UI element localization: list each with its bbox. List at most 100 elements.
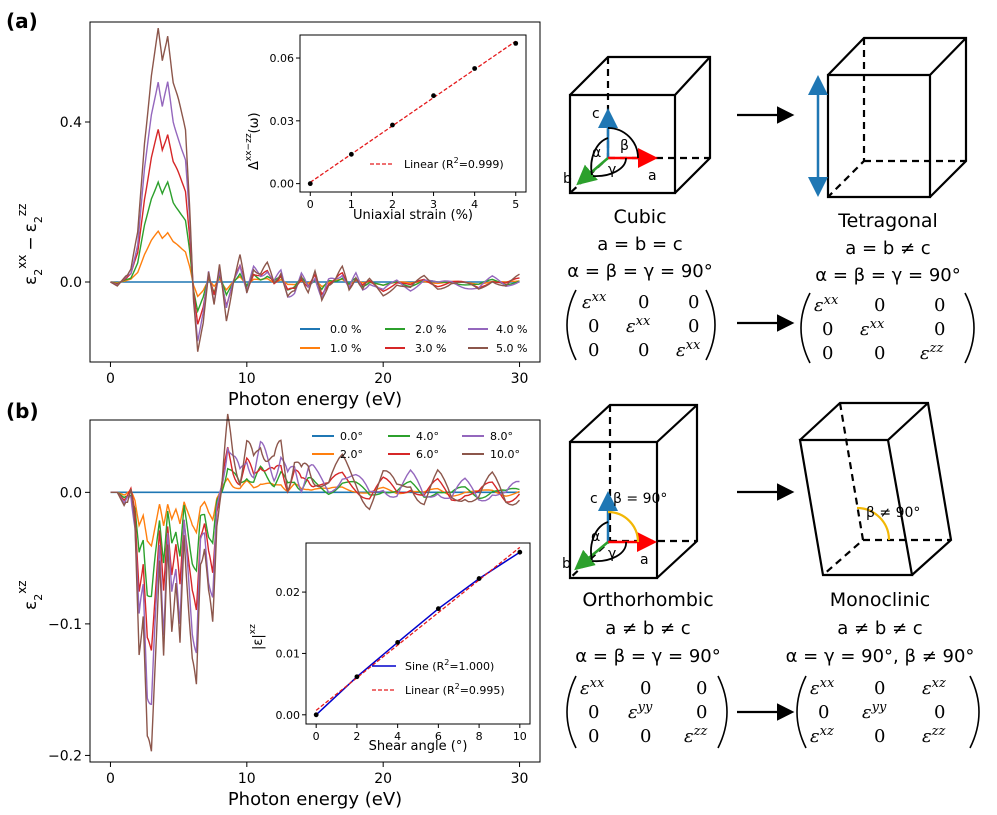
cubic-name: Cubic [613, 206, 666, 228]
inset-a-ylabel: Δxx−zz(ω) [244, 112, 262, 170]
inset-a-frame [299, 34, 527, 193]
inset-b-legend-label-linear: Linear (R2=0.995) [405, 682, 505, 697]
cubic-label-beta: β [620, 138, 629, 154]
tetragonal-m21: 0 [822, 319, 833, 340]
inset-a-ytick-label-1: 0.03 [270, 115, 295, 128]
ortho-beta-arc [607, 510, 640, 543]
inset-a-point-1 [348, 151, 354, 157]
panel-b-xtick-label-3: 30 [511, 771, 529, 787]
panel-b-xtick-label-0: 0 [106, 771, 115, 787]
legend-b-label-1: 2.0° [340, 448, 363, 461]
tetragonal-m33: εzz [920, 341, 944, 364]
mono-beta-arc [856, 506, 891, 541]
inset-b-xtick-label-2: 4 [394, 730, 401, 743]
cubic-gamma-arc [592, 157, 627, 177]
inset-a-point-4 [472, 66, 478, 71]
ortho-axis-b-arrow [574, 541, 609, 571]
mono-label-beta-not90: β ≠ 90° [866, 505, 920, 521]
panel-b-series-1 [110, 477, 520, 548]
inset-a-point-5 [513, 40, 519, 46]
panel-b-ytick-label-1: −0.1 [48, 617, 82, 633]
mono-m31: εxz [810, 724, 834, 747]
ortho-m13: 0 [696, 678, 707, 699]
ortho-label-beta90: β = 90° [613, 491, 667, 507]
cubic-m32: 0 [638, 340, 649, 361]
legend-b-label-5: 10.0° [490, 448, 520, 461]
inset-a-point-2 [390, 122, 395, 128]
ortho-label-c: c [590, 491, 598, 507]
cubic-m31: 0 [588, 340, 599, 361]
tetragonal-m23: 0 [934, 319, 945, 340]
inset-a-xtick-label-5: 5 [512, 198, 519, 211]
inset-a-xtick-label-0: 0 [307, 198, 314, 211]
mono-m32: 0 [874, 726, 885, 747]
legend-b-label-3: 6.0° [416, 448, 439, 461]
inset-b-point-0 [313, 712, 319, 718]
legend-b-label-4: 8.0° [490, 430, 513, 443]
panel-a-xtick-label-2: 20 [374, 371, 392, 387]
cubic-m21: 0 [588, 316, 599, 337]
inset-b-legend-label-sine: Sine (R2=1.000) [405, 658, 494, 673]
panel-a-legend: 0.0 % 1.0 % 2.0 % 3.0 % 4.0 % 5.0 % [300, 323, 527, 355]
tetragonal-matrix-lparen [800, 292, 811, 364]
inset-a-xtick-label-2: 2 [389, 198, 396, 211]
ortho-label-alpha: α [591, 529, 600, 545]
cubic-m23: 0 [688, 316, 699, 337]
cubic-beta-arc [607, 127, 639, 159]
tetragonal-m12: 0 [874, 295, 885, 316]
inset-a-xlabel: Uniaxial strain (%) [353, 208, 473, 223]
ortho-matrix-rparen [717, 675, 728, 749]
cubic-matrix: εxx 0 0 0 εxx 0 0 0 εxx [566, 289, 716, 361]
panel-b-series-3 [110, 446, 521, 651]
ortho-m21: 0 [588, 702, 599, 723]
inset-b-content: 0 2 4 6 8 10 0.00 0.01 0.02 [276, 546, 527, 743]
panel-a-ytick-label-0: 0.0 [60, 275, 82, 291]
inset-b-xtick-label-4: 8 [476, 730, 483, 743]
panel-a-series-4 [110, 81, 520, 342]
legend-b-label-2: 4.0° [416, 430, 439, 443]
cubic-m13: 0 [688, 292, 699, 313]
panel-a-ticks: 0 10 20 300.00.4 [60, 115, 529, 387]
tetragonal-matrix-rparen [964, 292, 975, 364]
legend-a-label-5: 5.0 % [496, 342, 527, 355]
inset-b-linear-fit [315, 546, 521, 711]
tetragonal-matrix: εxx 0 0 0 εxx 0 0 0 εzz [800, 292, 975, 364]
monoclinic-box [798, 401, 953, 577]
panel-a-series-1 [110, 229, 520, 298]
inset-a-legend-label: Linear (R2=0.999) [404, 156, 504, 171]
panel-b-ticks: 0 10 20 300.0−0.1−0.2 [48, 485, 528, 787]
cubic-line2: α = β = γ = 90° [567, 261, 713, 282]
cubic-alpha-arc [590, 137, 609, 176]
ortho-gamma-arc [591, 541, 627, 563]
inset-b-frame [305, 542, 531, 725]
ortho-m31: 0 [588, 726, 599, 747]
mono-m11: εxx [810, 676, 835, 699]
legend-a-label-3: 3.0 % [415, 342, 446, 355]
panel-a-inset: 0 1 2 3 4 5 0.00 0.03 0.06 Uniaxial strain (%) Δ… [244, 34, 527, 223]
mono-m13: εxz [922, 676, 946, 699]
panel-a-series-5 [110, 28, 520, 352]
legend-b-label-0: 0.0° [340, 430, 363, 443]
panel-b-ytick-label-0: 0.0 [60, 485, 82, 501]
tetragonal-m32: 0 [874, 343, 885, 364]
panel-b-series-5 [110, 413, 521, 752]
cubic-m22: εxx [626, 314, 651, 337]
panel-b-ylabel: ε2xz [15, 580, 45, 610]
cubic-matrix-lparen [566, 289, 577, 361]
ortho-alpha-arc [590, 521, 609, 561]
inset-b-point-4 [476, 576, 482, 581]
monoclinic-name: Monoclinic [830, 589, 930, 611]
panel-b-ytick-label-2: −0.2 [48, 748, 82, 764]
mono-matrix-lparen [796, 675, 807, 749]
inset-a-linear-fit [309, 40, 517, 183]
panel-b-series-group [110, 413, 521, 752]
orthorhombic-matrix: εxx 0 0 0 εyy 0 0 0 εzz [566, 675, 728, 749]
ortho-matrix-lparen [566, 675, 577, 749]
panel-a-frame [89, 21, 541, 363]
orthorhombic-line2: α = β = γ = 90° [575, 646, 721, 667]
mono-m22: εyy [862, 700, 887, 723]
panel-b-plot: 0 10 20 300.0−0.1−0.2 Photon energy (eV) ε2… [15, 413, 541, 810]
ortho-label-a: a [640, 552, 649, 568]
panel-a-ytick-label-1: 0.4 [60, 115, 82, 131]
ortho-m33: εzz [684, 724, 708, 747]
